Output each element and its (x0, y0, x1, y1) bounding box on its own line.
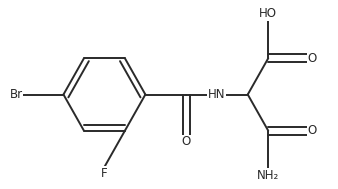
Text: HN: HN (208, 88, 225, 101)
Text: O: O (182, 136, 191, 148)
Text: NH₂: NH₂ (257, 169, 279, 181)
Text: Br: Br (9, 88, 23, 101)
Text: O: O (308, 124, 317, 137)
Text: HO: HO (259, 8, 277, 20)
Text: F: F (101, 167, 108, 180)
Text: O: O (308, 52, 317, 65)
